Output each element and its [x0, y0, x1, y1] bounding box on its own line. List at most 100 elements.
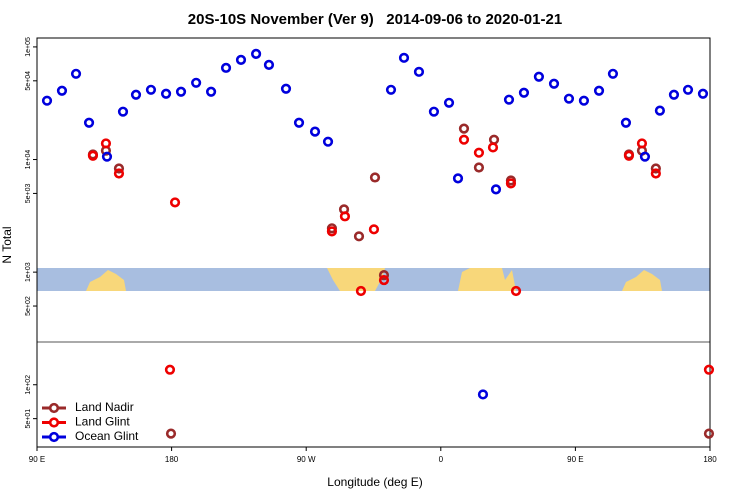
point: [533, 71, 545, 82]
point: [458, 123, 470, 134]
point: [620, 117, 632, 128]
legend-marker: [48, 417, 60, 428]
point: [385, 84, 397, 95]
point: [490, 184, 502, 195]
x-tick-label: 90 E: [29, 455, 45, 464]
y-tick-label: 1e+04: [25, 150, 32, 170]
point: [355, 285, 367, 297]
point: [378, 274, 390, 286]
y-tick-label: 5e+01: [25, 409, 32, 429]
x-tick-label: 0: [439, 455, 444, 464]
plot-frame: [36, 37, 711, 448]
point: [326, 226, 338, 237]
x-axis-label: Longitude (deg E): [327, 475, 422, 489]
point: [487, 142, 499, 153]
point: [398, 52, 410, 63]
point: [235, 54, 247, 65]
point: [697, 88, 709, 99]
point: [477, 389, 489, 400]
y-tick-label: 5e+03: [25, 183, 32, 203]
point: [703, 364, 715, 375]
y-tick-label: 5e+02: [25, 296, 32, 316]
point: [117, 106, 129, 117]
point: [473, 162, 485, 173]
x-tick-label: 90 W: [297, 455, 316, 464]
y-axis-label: N Total: [0, 226, 14, 263]
y-tick-label: 1e+02: [25, 375, 32, 395]
x-tick-label: 180: [703, 455, 717, 464]
point: [205, 86, 217, 97]
point: [443, 97, 455, 108]
point: [488, 134, 500, 145]
y-tick-label: 1e+03: [25, 262, 32, 282]
point: [563, 93, 575, 104]
point: [650, 168, 661, 179]
point: [452, 173, 464, 184]
point: [293, 117, 305, 128]
land-shape: [458, 268, 516, 291]
point: [113, 163, 125, 174]
point: [83, 117, 95, 128]
point: [378, 270, 390, 281]
point: [165, 428, 177, 439]
point: [70, 68, 82, 79]
point: [668, 89, 680, 100]
y-tick-label: 1e+05: [25, 37, 32, 57]
point: [309, 126, 321, 137]
point: [636, 138, 648, 149]
point: [220, 62, 232, 73]
y-tick-label: 5e+04: [25, 71, 32, 91]
point: [458, 134, 470, 145]
point: [169, 197, 181, 208]
legend-marker: [48, 402, 60, 414]
point: [56, 85, 68, 96]
point: [578, 95, 590, 106]
point: [145, 84, 157, 95]
map-band: [37, 268, 710, 291]
land-shape: [86, 270, 126, 291]
x-tick-label: 90 E: [567, 455, 583, 464]
point: [41, 95, 53, 106]
point: [593, 85, 605, 96]
point: [682, 84, 694, 95]
point: [473, 147, 485, 158]
point: [413, 66, 425, 77]
point: [503, 94, 515, 105]
point: [175, 86, 187, 97]
point: [130, 89, 142, 100]
point: [607, 68, 619, 79]
point: [101, 151, 113, 162]
land-shape: [622, 270, 662, 291]
point: [428, 106, 440, 117]
point: [654, 105, 665, 116]
point: [548, 78, 560, 89]
point: [339, 211, 351, 222]
point: [191, 77, 202, 88]
point: [322, 136, 334, 147]
point: [639, 151, 651, 162]
point: [164, 364, 176, 375]
x-tick-label: 180: [165, 455, 179, 464]
point: [160, 88, 172, 99]
point: [623, 150, 635, 161]
point: [368, 224, 380, 235]
point: [703, 428, 715, 439]
point: [280, 83, 292, 94]
point: [353, 231, 365, 242]
point: [369, 172, 381, 183]
legend-label: Land Nadir: [75, 400, 134, 414]
point: [518, 87, 530, 98]
point: [263, 59, 275, 70]
point: [100, 138, 112, 149]
legend-label: Ocean Glint: [75, 429, 139, 443]
legend-marker: [48, 431, 60, 443]
point: [113, 168, 125, 179]
land-shape: [327, 268, 385, 291]
point: [87, 150, 99, 161]
point: [505, 178, 517, 189]
point: [510, 285, 522, 297]
point: [250, 48, 262, 59]
legend-label: Land Glint: [75, 415, 130, 429]
point: [650, 163, 661, 174]
